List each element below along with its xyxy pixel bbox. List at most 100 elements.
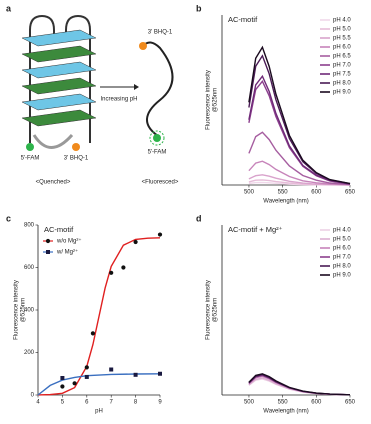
data-point	[84, 365, 89, 370]
x-tick-label: 8	[134, 400, 138, 406]
y-axis-label: @525nm	[21, 298, 27, 322]
data-point	[109, 270, 114, 275]
legend-label: w/ Mg²⁺	[56, 249, 78, 256]
x-tick-label: 550	[278, 190, 289, 196]
arrow-head	[134, 84, 139, 90]
spectrum-line	[248, 377, 351, 396]
tetrads	[21, 29, 97, 127]
label: Increasing pH	[100, 97, 137, 103]
panel: b AC-motif 500 550 600 650 Wavelength (nm) Fluo…	[196, 3, 356, 204]
x-axis-label: Wavelength (nm)	[263, 409, 308, 415]
legend-label: pH 7.0	[333, 255, 351, 261]
legend-label: pH 5.0	[333, 237, 351, 243]
legend-label: pH 6.5	[333, 54, 351, 60]
x-tick-label: 6	[85, 400, 89, 406]
x-tick-label: 9	[158, 400, 162, 406]
spectrum-line	[248, 74, 351, 185]
panel: d AC-motif + Mg²⁺ 500 550 600 650 Wavelength (…	[196, 213, 356, 414]
chart-title: AC-motif	[44, 225, 74, 234]
x-tick-label: 550	[278, 400, 289, 406]
spectrum-line	[248, 174, 351, 186]
y-axis-label: @525nm	[213, 298, 219, 322]
panel-label: c	[6, 213, 11, 223]
y-axis-label: Fluorescence intensity	[14, 280, 20, 340]
data-point	[72, 381, 77, 386]
legend-label: pH 6.0	[333, 45, 351, 51]
spectrum-line	[248, 373, 351, 396]
legend-label: pH 5.5	[333, 36, 351, 42]
legend-label: pH 7.5	[333, 72, 351, 78]
label: 3' BHQ-1	[148, 30, 173, 36]
bhq-dot	[139, 42, 147, 50]
data-point	[109, 367, 114, 372]
y-tick-label: 200	[24, 350, 35, 356]
x-tick-label: 650	[345, 190, 356, 196]
strand	[142, 41, 174, 137]
legend-label: pH 4.0	[333, 228, 351, 234]
legend-label: pH 9.0	[333, 273, 351, 279]
fam-dot	[153, 134, 161, 142]
label: 3' BHQ-1	[64, 156, 89, 162]
data-point	[157, 232, 163, 237]
y-axis-label: Fluorescence intensity	[206, 280, 212, 340]
legend-label: pH 6.0	[333, 246, 351, 252]
x-tick-label: 7	[110, 400, 114, 406]
spectrum-line	[248, 160, 351, 186]
x-tick-label: 500	[244, 190, 255, 196]
label: <Fluoresced>	[142, 180, 179, 186]
data-point	[133, 239, 138, 245]
spectrum-line	[248, 378, 351, 396]
data-point	[133, 372, 138, 377]
glow	[149, 130, 165, 146]
panel-label: a	[6, 3, 12, 13]
legend-label: pH 8.0	[333, 264, 351, 270]
y-tick-label: 600	[24, 265, 35, 271]
x-tick-label: 4	[36, 400, 40, 406]
legend-label: pH 7.0	[333, 63, 351, 69]
x-axis-label: Wavelength (nm)	[263, 199, 308, 205]
legend-label: pH 9.0	[333, 90, 351, 96]
x-tick-label: 600	[311, 190, 322, 196]
data-point	[84, 374, 89, 379]
data-point	[90, 331, 95, 336]
legend-label: pH 4.0	[333, 18, 351, 24]
data-point	[121, 265, 126, 270]
label: <Quenched>	[36, 180, 71, 186]
spectrum-line	[248, 45, 351, 185]
spectrum-line	[248, 131, 351, 186]
chart-title: AC-motif	[228, 15, 258, 24]
panel-label: d	[196, 213, 202, 223]
y-axis-label: @525nm	[213, 88, 219, 112]
y-tick-label: 800	[24, 223, 35, 229]
y-tick-label: 400	[24, 308, 35, 314]
chart-title: AC-motif + Mg²⁺	[228, 225, 283, 234]
legend-marker	[45, 238, 51, 244]
data-point	[60, 384, 65, 389]
data-point	[158, 371, 162, 376]
x-tick-label: 500	[244, 400, 255, 406]
x-tick-label: 600	[311, 400, 322, 406]
strand	[29, 14, 91, 143]
fam-dot	[26, 143, 34, 151]
y-axis-label: Fluorescence intensity	[206, 70, 212, 130]
fit-line	[37, 237, 161, 396]
panel-label: b	[196, 3, 202, 13]
x-tick-label: 5	[61, 400, 65, 406]
panel-a: a 5'-FAM 3' BHQ-1 <Quenched> Increasing …	[6, 3, 179, 185]
label: 5'-FAM	[21, 156, 40, 162]
spectrum-line	[248, 79, 351, 185]
fit-line	[37, 373, 161, 396]
x-axis-label: pH	[95, 409, 103, 415]
legend-marker	[46, 250, 50, 254]
y-tick-label: 0	[31, 393, 35, 399]
legend-label: pH 5.0	[333, 27, 351, 33]
data-point	[60, 376, 65, 380]
legend-label: pH 8.0	[333, 81, 351, 87]
panel: c AC-motif 4 5 6 7 8 9 0 200 400 600 800 pH Fluorescen…	[6, 213, 162, 414]
legend-label: w/o Mg²⁺	[56, 238, 82, 245]
label: 5'-FAM	[148, 150, 167, 156]
x-tick-label: 650	[345, 400, 356, 406]
bhq-dot	[72, 143, 80, 151]
loop	[32, 133, 74, 149]
